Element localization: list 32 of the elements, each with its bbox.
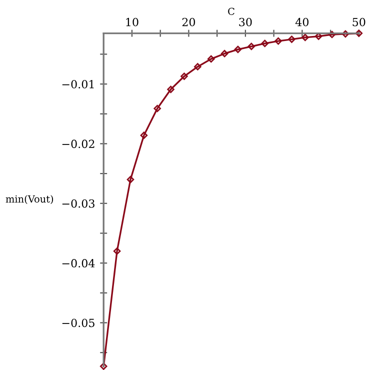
y-tick-label: −0.03	[62, 199, 94, 208]
point	[220, 50, 228, 58]
y-tick-label: −0.05	[62, 318, 94, 328]
point	[261, 40, 268, 48]
x-tick-label: 20	[182, 18, 196, 26]
point	[314, 32, 322, 40]
point	[194, 63, 202, 70]
y-tick-label: −0.04	[62, 259, 95, 268]
point	[207, 55, 215, 63]
y-tick-label: −0.02	[62, 140, 94, 148]
point	[355, 30, 363, 37]
x-tick-label: 40	[295, 18, 308, 26]
point	[180, 72, 188, 80]
point	[167, 86, 174, 94]
point	[248, 42, 256, 50]
point	[234, 46, 242, 54]
point	[140, 132, 148, 139]
point	[154, 104, 161, 112]
point	[274, 37, 282, 45]
point	[100, 362, 108, 370]
point	[342, 30, 350, 38]
x-tick-label: 10	[126, 18, 138, 26]
point	[328, 30, 336, 38]
point	[113, 247, 121, 255]
x-tick-label: 50	[352, 18, 366, 26]
point	[302, 34, 309, 42]
y-tick-label: −0.01	[62, 80, 94, 88]
x-tick-label: 30	[239, 18, 252, 26]
x-axis-title: C	[228, 8, 234, 16]
y-axis-title: min(Vout)	[6, 195, 54, 204]
point	[126, 176, 134, 184]
point	[288, 36, 296, 43]
